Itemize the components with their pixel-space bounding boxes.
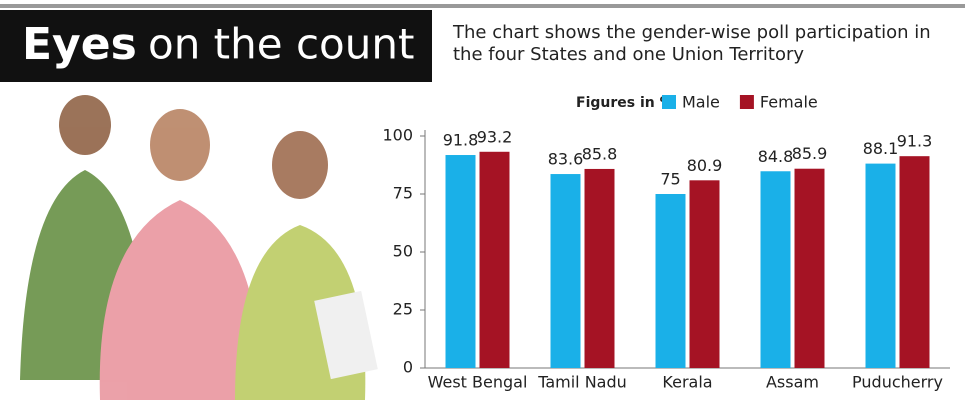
value-label: 85.8 bbox=[582, 144, 618, 163]
value-label: 91.8 bbox=[443, 131, 479, 150]
y-tick-label: 75 bbox=[393, 184, 413, 203]
bar bbox=[900, 156, 930, 368]
page: Eyes on the count Figures in % 0 25 50 75 10… bbox=[0, 0, 965, 400]
legend-swatch bbox=[740, 95, 754, 109]
y-tick-label: 100 bbox=[382, 126, 413, 145]
title-emphasis: Eyes bbox=[22, 19, 137, 70]
bar bbox=[656, 194, 686, 368]
x-tick-label: Kerala bbox=[662, 373, 712, 392]
photo bbox=[20, 95, 378, 400]
bar bbox=[690, 180, 720, 368]
legend-label: Male bbox=[682, 93, 720, 112]
legend-swatch bbox=[662, 95, 676, 109]
bar bbox=[866, 164, 896, 368]
value-label: 84.8 bbox=[758, 147, 794, 166]
bar bbox=[761, 171, 791, 368]
bar bbox=[480, 152, 510, 368]
legend-label: Female bbox=[760, 93, 818, 112]
bar bbox=[585, 169, 615, 368]
title: on the count bbox=[148, 20, 414, 69]
value-label: 91.3 bbox=[897, 132, 933, 151]
x-tick-label: Assam bbox=[766, 373, 819, 392]
top-rule bbox=[0, 4, 965, 8]
y-tick-label: 0 bbox=[403, 358, 413, 377]
x-tick-label: Puducherry bbox=[852, 373, 943, 392]
value-label: 85.9 bbox=[792, 144, 828, 163]
subtitle: The chart shows the gender-wise poll par… bbox=[453, 22, 953, 66]
value-label: 93.2 bbox=[477, 127, 513, 146]
bar bbox=[551, 174, 581, 368]
value-label: 80.9 bbox=[687, 156, 723, 175]
y-tick-label: 50 bbox=[393, 242, 413, 261]
value-label: 83.6 bbox=[548, 150, 584, 169]
x-tick-label: West Bengal bbox=[428, 373, 528, 392]
unit-note: Figures in % bbox=[576, 95, 674, 111]
y-tick-label: 25 bbox=[393, 300, 413, 319]
value-label: 88.1 bbox=[863, 139, 899, 158]
value-label: 75 bbox=[660, 170, 680, 189]
x-tick-label: Tamil Nadu bbox=[537, 373, 627, 392]
bar bbox=[446, 155, 476, 368]
bar bbox=[795, 169, 825, 368]
